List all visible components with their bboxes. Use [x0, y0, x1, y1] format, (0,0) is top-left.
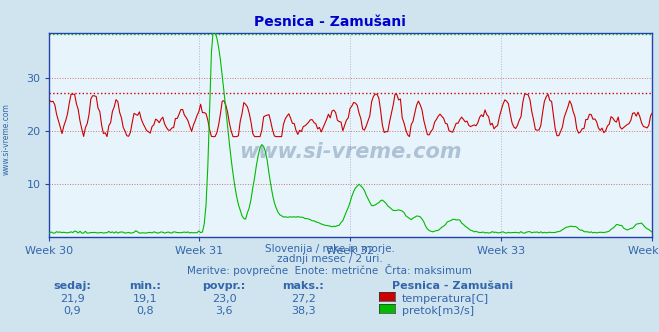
Text: www.si-vreme.com: www.si-vreme.com: [240, 142, 462, 162]
Text: 21,9: 21,9: [60, 294, 85, 304]
Text: 23,0: 23,0: [212, 294, 237, 304]
Text: 3,6: 3,6: [215, 306, 233, 316]
Text: zadnji mesec / 2 uri.: zadnji mesec / 2 uri.: [277, 254, 382, 264]
Text: 27,2: 27,2: [291, 294, 316, 304]
Text: min.:: min.:: [129, 281, 161, 290]
Text: www.si-vreme.com: www.si-vreme.com: [2, 104, 11, 175]
Text: Pesnica - Zamušani: Pesnica - Zamušani: [254, 15, 405, 29]
Text: Slovenija / reke in morje.: Slovenija / reke in morje.: [264, 244, 395, 254]
Text: 0,8: 0,8: [136, 306, 154, 316]
Text: 38,3: 38,3: [291, 306, 316, 316]
Text: sedaj:: sedaj:: [53, 281, 92, 290]
Text: pretok[m3/s]: pretok[m3/s]: [402, 306, 474, 316]
Text: temperatura[C]: temperatura[C]: [402, 294, 489, 304]
Text: Meritve: povprečne  Enote: metrične  Črta: maksimum: Meritve: povprečne Enote: metrične Črta:…: [187, 264, 472, 276]
Text: Pesnica - Zamušani: Pesnica - Zamušani: [392, 281, 513, 290]
Text: maks.:: maks.:: [282, 281, 324, 290]
Text: 0,9: 0,9: [64, 306, 81, 316]
Text: povpr.:: povpr.:: [202, 281, 246, 290]
Text: 19,1: 19,1: [132, 294, 158, 304]
